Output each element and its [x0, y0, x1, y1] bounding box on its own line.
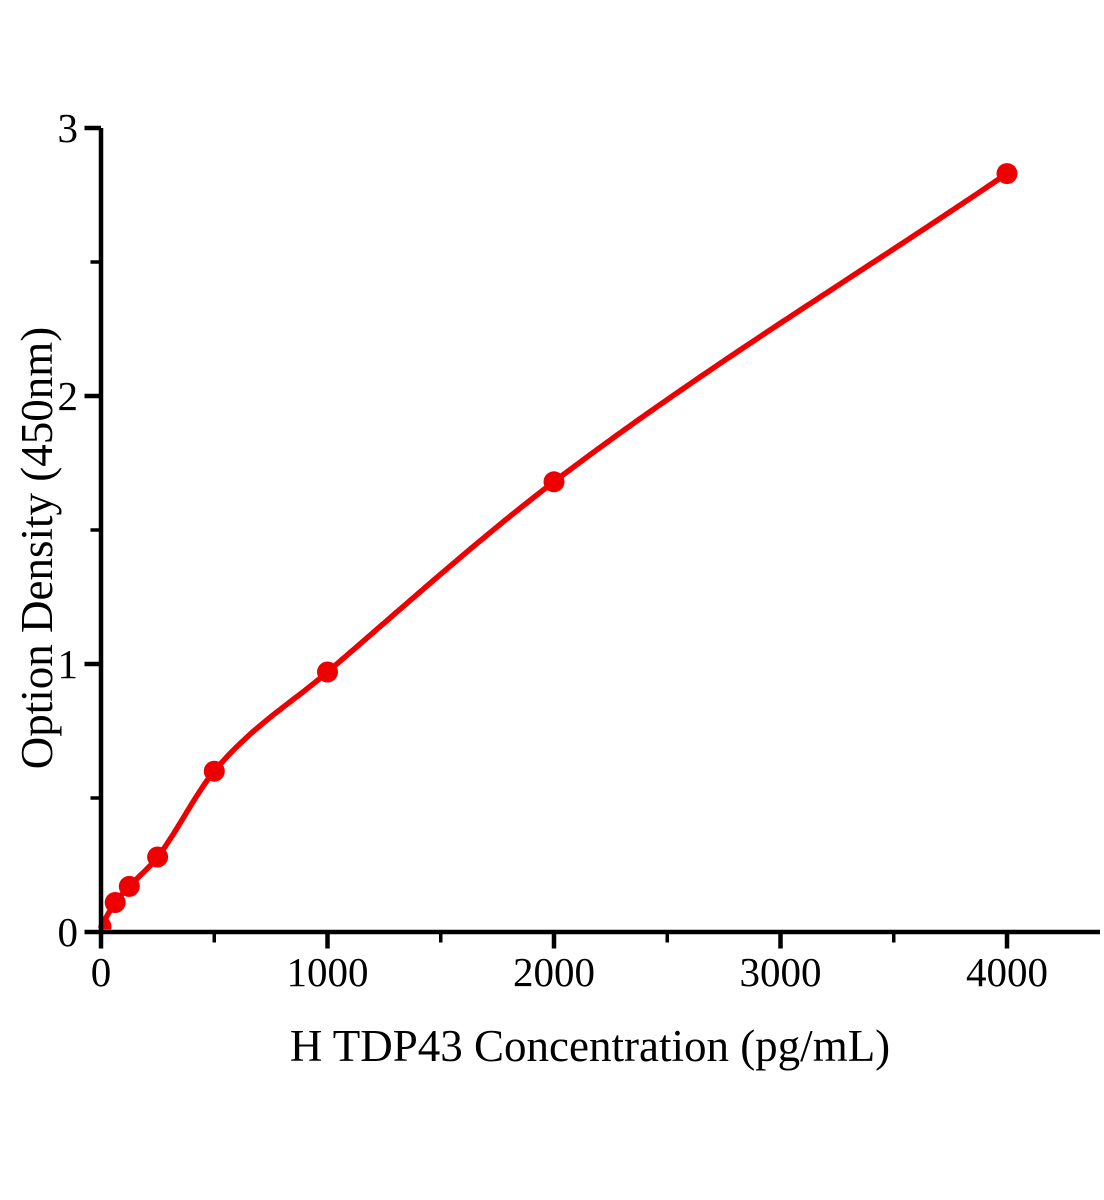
x-tick-label: 0	[91, 949, 112, 995]
data-point-marker	[996, 163, 1018, 185]
x-tick-label: 1000	[287, 949, 369, 995]
x-tick-label: 4000	[966, 949, 1048, 995]
data-point-marker	[317, 661, 338, 683]
x-axis-title: H TDP43 Concentration (pg/mL)	[289, 1021, 891, 1071]
y-tick-label: 2	[58, 373, 79, 419]
y-tick-label: 1	[58, 641, 79, 687]
data-point-marker	[103, 916, 112, 930]
y-tick-label: 3	[58, 105, 79, 151]
x-tick-label: 2000	[513, 949, 595, 995]
data-point-marker	[147, 846, 169, 868]
x-tick-label: 3000	[740, 949, 822, 995]
data-point-marker	[104, 892, 126, 913]
y-tick-label: 0	[58, 909, 79, 955]
y-axis-title: Option Density (450nm)	[12, 326, 62, 770]
data-point-marker	[118, 875, 140, 897]
fit-curve	[98, 170, 1010, 930]
data-point-marker	[543, 471, 565, 493]
data-point-marker	[203, 760, 225, 782]
